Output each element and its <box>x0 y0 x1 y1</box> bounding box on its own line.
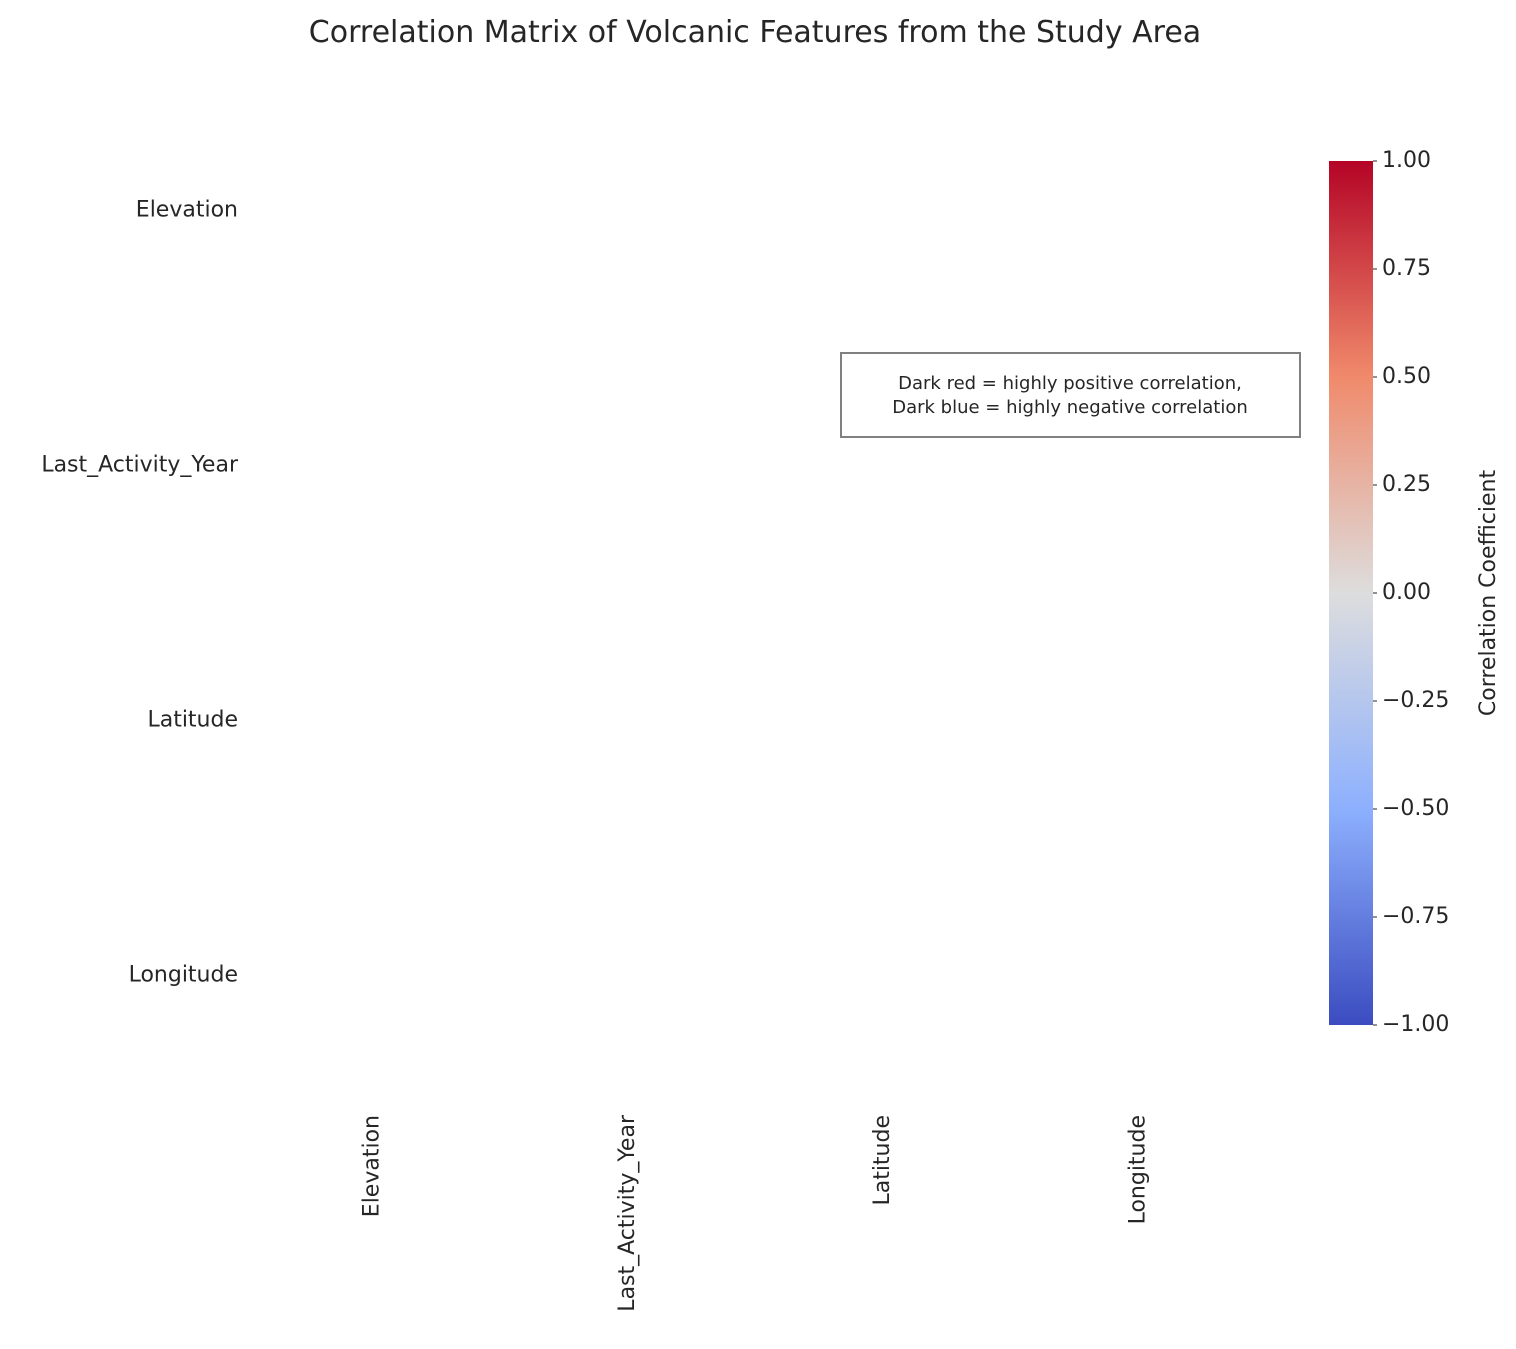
row-tick-labels: Elevation Last_Activity_Year Latitude Longi… <box>41 198 239 988</box>
colorbar-tick-label: −0.75 <box>1382 904 1449 929</box>
heatmap-cell <box>500 593 755 848</box>
heatmap-cell <box>1011 593 1266 848</box>
row-label: Latitude <box>147 708 238 733</box>
heatmap-cell <box>245 848 500 1103</box>
colorbar-tick-label: −0.50 <box>1382 796 1449 821</box>
row-label: Last_Activity_Year <box>41 453 239 478</box>
annotation-line-1: Dark red = highly positive correlation, <box>898 373 1242 394</box>
colorbar-tick-label: −1.00 <box>1382 1012 1449 1037</box>
heatmap-cell <box>500 83 755 338</box>
colorbar-tick-label: 1.00 <box>1382 148 1431 173</box>
heatmap-cell <box>500 338 755 593</box>
colorbar-tick-label: 0.50 <box>1382 364 1431 389</box>
column-label: Last_Activity_Year <box>615 1114 640 1312</box>
row-label: Longitude <box>129 963 238 988</box>
heatmap-cell <box>756 848 1011 1103</box>
row-label: Elevation <box>136 198 238 223</box>
annotation-line-2: Dark blue = highly negative correlation <box>892 397 1248 418</box>
column-label: Elevation <box>360 1115 385 1217</box>
heatmap-cell <box>245 83 500 338</box>
colorbar-tick-label: 0.25 <box>1382 472 1431 497</box>
colorbar-tick-label: −0.25 <box>1382 688 1449 713</box>
heatmap-cell <box>245 338 500 593</box>
colorbar-tick-label: 0.75 <box>1382 256 1431 281</box>
colorbar-label: Correlation Coefficient <box>1476 470 1501 717</box>
heatmap-cell <box>1011 848 1266 1103</box>
annotation-box: Dark red = highly positive correlation, … <box>840 352 1301 438</box>
column-tick-labels: Elevation Last_Activity_Year Latitude Longi… <box>360 1114 1151 1312</box>
column-label: Longitude <box>1125 1115 1150 1224</box>
colorbar-tick-label: 0.00 <box>1382 580 1431 605</box>
column-label: Latitude <box>870 1115 895 1206</box>
colorbar-tick-labels: 1.00 0.75 0.50 0.25 0.00 −0.25 −0.50 −0.75 −1.00 <box>1373 148 1449 1037</box>
annotation-frame <box>840 352 1301 438</box>
heatmap-area <box>245 83 1266 1103</box>
colorbar <box>1329 161 1373 1025</box>
heatmap-cell <box>1011 83 1266 338</box>
heatmap-cell <box>500 848 755 1103</box>
chart-title: Correlation Matrix of Volcanic Features … <box>309 15 1201 50</box>
heatmap-cell <box>756 83 1011 338</box>
heatmap-cell <box>756 593 1011 848</box>
heatmap-cell <box>245 593 500 848</box>
